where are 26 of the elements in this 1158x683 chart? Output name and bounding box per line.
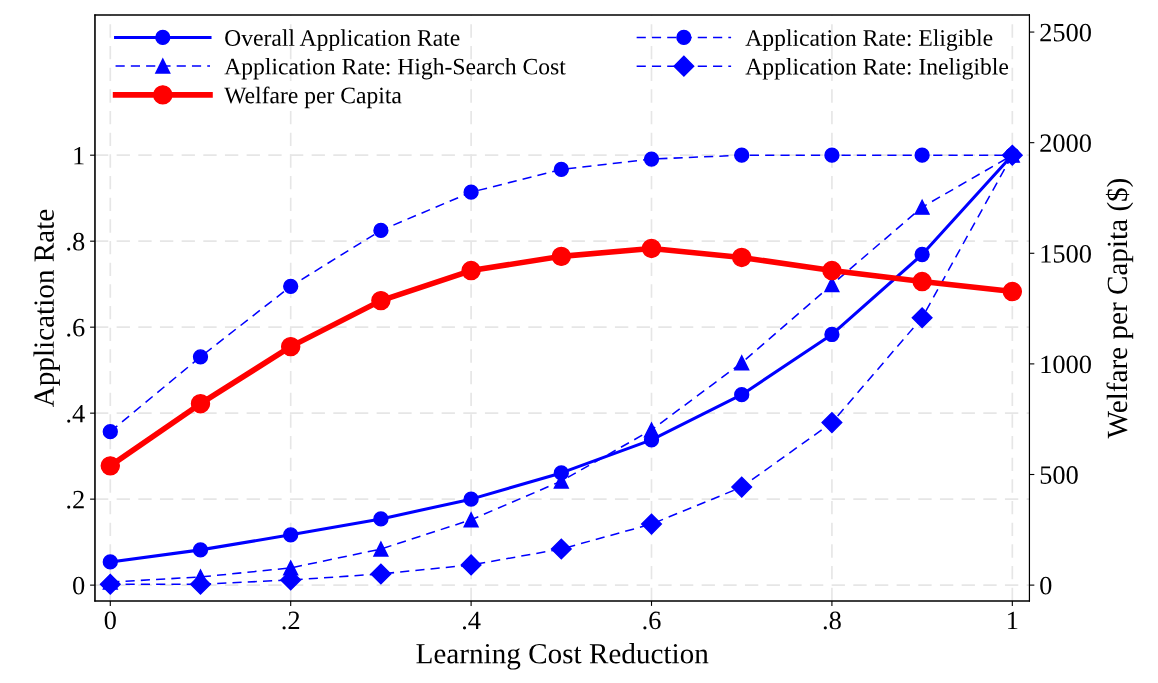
y-tick-label: .4: [67, 404, 85, 423]
x-tick-label: 1: [1008, 611, 1018, 630]
y-tick-label: .2: [67, 490, 84, 509]
y2-tick-label: 2500: [1040, 23, 1091, 42]
y-tick-label: 0: [73, 576, 85, 595]
x-axis-title: Learning Cost Reduction: [416, 643, 709, 670]
y-tick-label: .8: [67, 232, 85, 251]
legend-label: Application Rate: Eligible: [745, 29, 993, 51]
y-tick-label: 1: [74, 146, 84, 165]
y2-tick-label: 0: [1040, 576, 1052, 595]
x-tick-label: .4: [462, 611, 481, 630]
y-axis-title: Application Rate: [33, 209, 60, 407]
x-tick-label: .8: [823, 611, 841, 630]
x-tick-label: .6: [643, 611, 661, 630]
x-tick-label: .2: [282, 611, 300, 630]
legend-label: Application Rate: High-Search Cost: [224, 57, 566, 80]
y2-tick-label: 2000: [1040, 134, 1091, 153]
legend-label: Overall Application Rate: [225, 29, 460, 51]
y-tick-label: .6: [67, 318, 85, 337]
legend-label: Welfare per Capita: [224, 86, 402, 109]
y2-tick-label: 1500: [1041, 244, 1091, 263]
y2-tick-label: 500: [1040, 466, 1078, 484]
y2-axis-title: Welfare per Capita ($): [1105, 178, 1134, 439]
legend-label: Application Rate: Ineligible: [745, 58, 1009, 80]
y2-tick-label: 1000: [1041, 355, 1091, 374]
x-tick-label: 0: [104, 611, 116, 630]
